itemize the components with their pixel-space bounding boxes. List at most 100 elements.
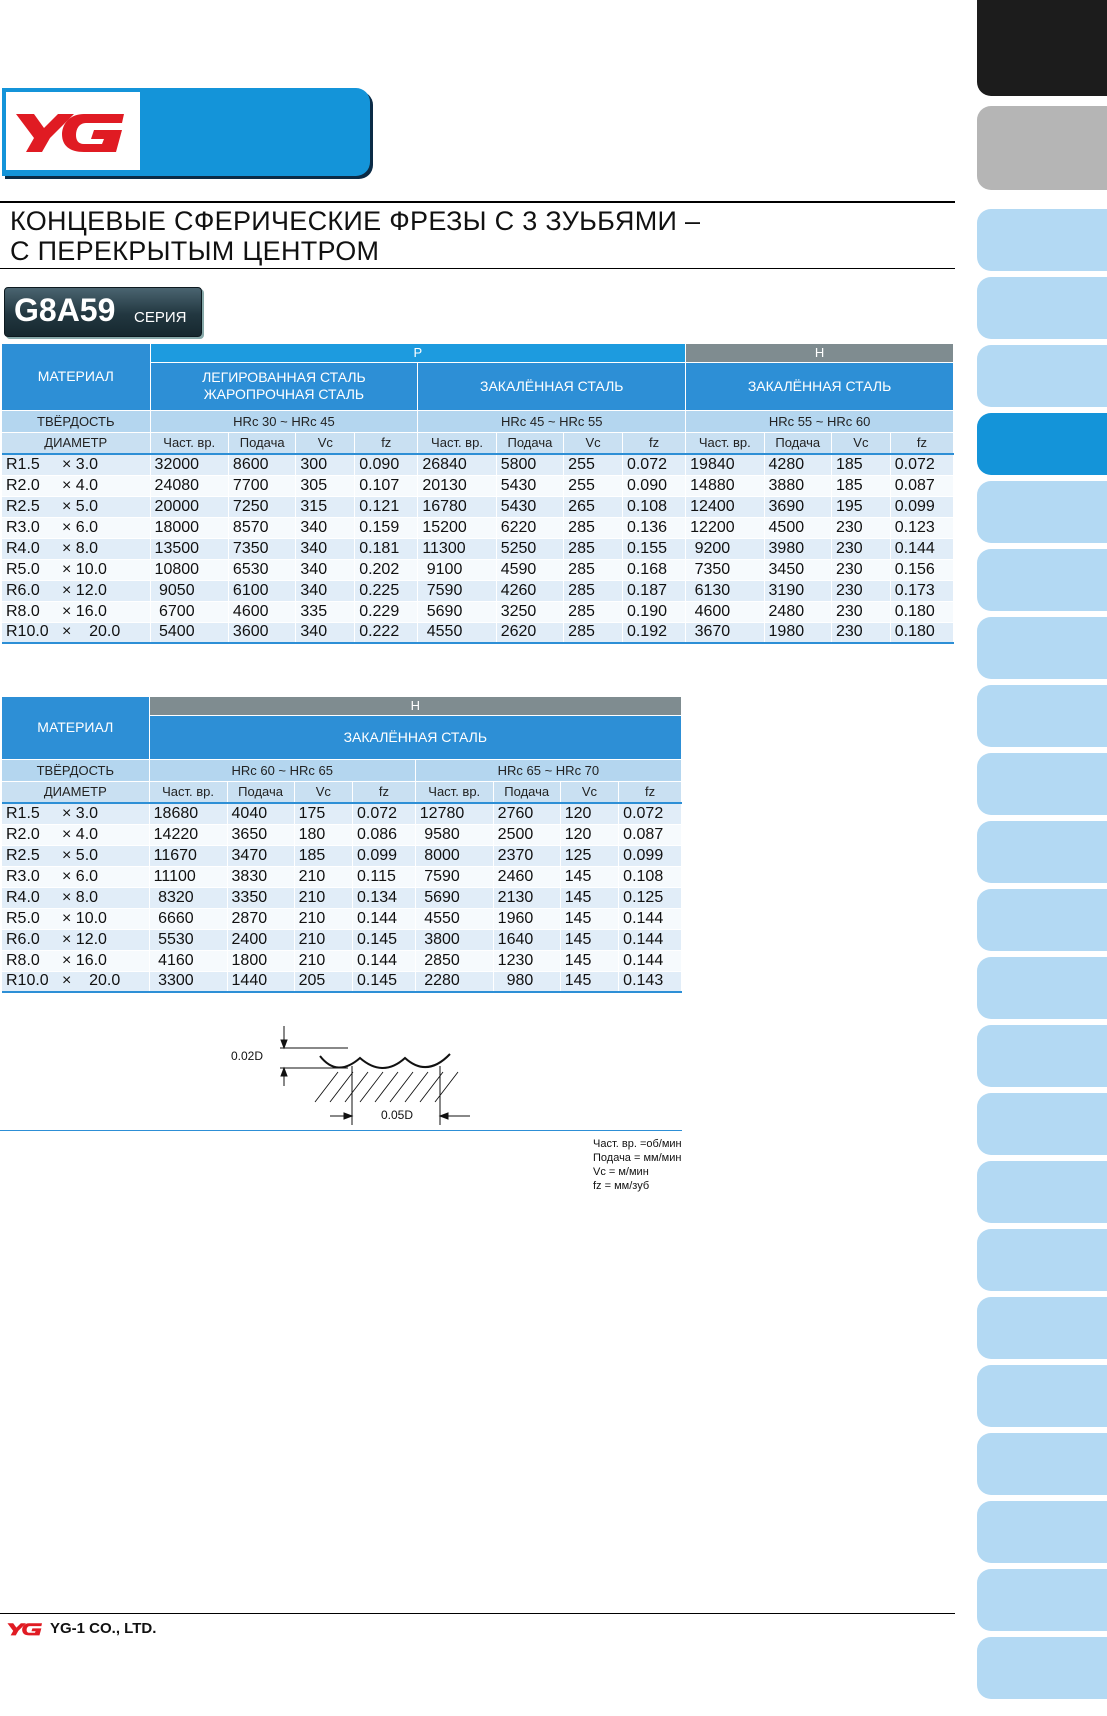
value-cell: 2870 [227,908,295,930]
value-cell: 20130 [417,475,497,497]
value-cell: 0.145 [352,971,416,993]
value-cell: 1960 [493,908,561,930]
radius-value: R5.0 [6,909,40,927]
value-cell: 4160 [149,950,228,972]
radius-value: R2.0 [6,476,40,494]
legend-item: Подача = мм/мин [593,1152,682,1164]
table-row: R6.0 × 12.0 5530 2400 210 0.145 3800 1640 145 0… [2,929,682,951]
table-row: R10.0 × 20.0 5400 3600 340 0.222 4550 2620 285… [2,622,955,644]
value-cell: 340 [295,622,356,644]
value-cell: 5800 [496,453,565,476]
value-cell: 0.144 [618,950,682,972]
value-cell: 0.090 [622,475,687,497]
diameter-label: ДИАМЕТР [2,781,150,804]
value-cell: 3830 [227,866,295,888]
value-cell: 0.181 [354,538,419,560]
diameter-cell: R4.0 × 8.0 [2,538,151,560]
value-cell: 6660 [149,908,228,930]
value-cell: 210 [294,866,354,888]
value-cell: 0.155 [622,538,687,560]
value-cell: 2280 [415,971,494,993]
value-cell: 0.229 [354,601,419,623]
diameter-cell: R6.0 × 12.0 [2,580,151,602]
value-cell: 10800 [150,559,229,581]
value-cell: 0.159 [354,517,419,539]
column-header: Vc [563,432,623,455]
value-cell: 0.144 [352,908,416,930]
value-cell: 0.072 [890,453,955,476]
value-cell: 0.180 [890,622,955,644]
value-cell: 0.134 [352,887,416,909]
value-cell: 12200 [685,517,765,539]
value-cell: 255 [563,475,623,497]
table-row: R6.0 × 12.0 9050 6100 340 0.225 7590 4260 285 0… [2,580,955,602]
value-cell: 0.108 [618,866,682,888]
value-cell: 210 [294,950,354,972]
value-cell: 300 [295,453,356,476]
radius-value: R6.0 [6,581,40,599]
value-cell: 1440 [227,971,295,993]
value-cell: 1800 [227,950,295,972]
value-cell: 14880 [685,475,765,497]
value-cell: 2500 [493,824,561,846]
value-cell: 3670 [685,622,765,644]
value-cell: 26840 [417,453,497,476]
value-cell: 3300 [149,971,228,993]
column-header: Подача [493,781,561,804]
length-value: × 3.0 [62,455,99,473]
value-cell: 285 [563,559,623,581]
value-cell: 19840 [685,453,765,476]
value-cell: 2480 [764,601,833,623]
value-cell: 0.190 [622,601,687,623]
diameter-cell: R1.5 × 3.0 [2,802,150,825]
value-cell: 6100 [228,580,297,602]
column-header: Vc [294,781,354,804]
diameter-cell: R3.0 × 6.0 [2,866,150,888]
value-cell: 5430 [496,496,565,518]
diameter-cell: R8.0 × 16.0 [2,950,150,972]
diameter-cell: R8.0 × 16.0 [2,601,151,623]
value-cell: 230 [831,622,891,644]
section-tab [977,1433,1107,1495]
value-cell: 5690 [415,887,494,909]
value-cell: 32000 [150,453,229,476]
table-row: R2.5 × 5.0 20000 7250 315 0.121 16780 5430 265 0.… [2,496,955,518]
section-tab [977,345,1107,407]
value-cell: 4500 [764,517,833,539]
length-value: × 16.0 [62,951,107,969]
value-cell: 20000 [150,496,229,518]
radius-value: R5.0 [6,560,40,578]
table-row: R10.0 × 20.0 3300 1440 205 0.145 2280 980 145… [2,971,682,993]
length-value: × 16.0 [62,602,107,620]
value-cell: 0.144 [890,538,955,560]
cutting-table-1: МАТЕРИАЛ P H ЛЕГИРОВАННАЯ СТАЛЬ ЖАРОПРОЧ… [2,344,955,644]
column-header: Подача [764,432,833,455]
material-name: ЛЕГИРОВАННАЯ СТАЛЬ ЖАРОПРОЧНАЯ СТАЛЬ [150,362,419,411]
column-header: Vc [295,432,356,455]
value-cell: 315 [295,496,356,518]
yg-logo-icon [16,114,124,152]
value-cell: 11670 [149,845,228,867]
value-cell: 4590 [496,559,565,581]
value-cell: 0.072 [352,802,416,825]
length-value: × 20.0 [62,972,121,990]
value-cell: 285 [563,622,623,644]
table-row: R8.0 × 16.0 4160 1800 210 0.144 2850 1230 145 0… [2,950,682,972]
value-cell: 3880 [764,475,833,497]
hardness-range: HRc 45 ~ HRc 55 [417,410,687,433]
section-tab [977,1569,1107,1631]
column-header: Част. вр. [149,781,228,804]
value-cell: 5250 [496,538,565,560]
section-tab [977,957,1107,1019]
value-cell: 0.108 [622,496,687,518]
value-cell: 1640 [493,929,561,951]
title-top-rule [0,201,955,203]
section-tab [977,617,1107,679]
value-cell: 980 [493,971,561,993]
value-cell: 340 [295,580,356,602]
value-cell: 4040 [227,802,295,825]
value-cell: 18680 [149,802,228,825]
length-value: × 3.0 [62,804,99,822]
radius-value: R6.0 [6,930,40,948]
section-tab [977,1161,1107,1223]
